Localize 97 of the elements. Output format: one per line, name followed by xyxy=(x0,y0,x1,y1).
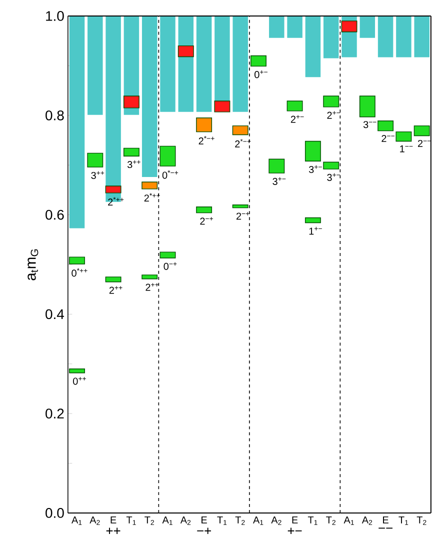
x-tick-label: T$_{2}$ xyxy=(144,516,154,525)
x-tick-label: E xyxy=(202,516,207,524)
annotation: 3$^{++}$ xyxy=(91,171,104,179)
annotation: 2$^{++}$ xyxy=(146,283,159,291)
bar xyxy=(178,45,194,58)
bar xyxy=(360,16,376,38)
annotation: 2$^{−+}$ xyxy=(236,212,250,220)
x-tick-label: E xyxy=(110,516,116,524)
bar xyxy=(123,148,140,156)
x-axis-title: −− xyxy=(378,528,392,529)
x-axis-title: +− xyxy=(288,528,302,534)
y-tick-label: 0.4 xyxy=(46,309,64,320)
bar xyxy=(304,217,321,224)
bar xyxy=(268,158,285,174)
x-tick-label: T$_{2}$ xyxy=(326,516,336,525)
bar xyxy=(232,204,248,208)
x-tick-label: A$_{1}$ xyxy=(72,516,82,525)
bar xyxy=(69,256,85,264)
bar xyxy=(142,274,158,280)
x-tick-label: E xyxy=(383,516,388,524)
annotation: 0$^{*++}$ xyxy=(72,268,88,277)
bar xyxy=(359,96,376,118)
bar xyxy=(142,182,158,190)
x-tick-label: T$_{2}$ xyxy=(235,516,245,525)
y-tick-label: 0.0 xyxy=(46,508,64,518)
x-axis-title: −+ xyxy=(197,528,211,534)
bar xyxy=(105,186,122,194)
bar xyxy=(87,152,104,168)
x-tick-label: T$_{1}$ xyxy=(398,516,408,525)
annotation: 0$^{*−+}$ xyxy=(162,170,178,179)
annotation: 2$^{++}$ xyxy=(109,286,122,294)
x-tick-label: T$_{2}$ xyxy=(416,516,426,525)
bar xyxy=(305,16,321,78)
bar xyxy=(160,252,176,258)
bar xyxy=(160,16,176,112)
annotation: 2$^{−+}$ xyxy=(200,216,214,225)
annotation: 0$^{−+}$ xyxy=(164,262,177,270)
bar xyxy=(287,16,302,38)
annotation: 3$^{−−}$ xyxy=(363,121,376,128)
y-tick-label: 0.2 xyxy=(46,408,64,419)
annotation: 3$^{+−}$ xyxy=(308,165,322,174)
y-tick-label: 1.0 xyxy=(46,11,64,21)
bar xyxy=(214,100,230,112)
bar xyxy=(232,16,248,112)
bar xyxy=(160,146,176,166)
bar xyxy=(396,16,412,58)
bar xyxy=(196,118,212,132)
x-tick-label: A$_{2}$ xyxy=(90,516,100,525)
annotation: 2$^{*−+}$ xyxy=(198,136,214,144)
annotation: 3$^{+−}$ xyxy=(272,177,286,185)
x-axis-title: ++ xyxy=(106,528,120,534)
bar xyxy=(378,120,394,132)
bar xyxy=(142,16,158,178)
annotation: 2$^{*++}$ xyxy=(144,193,160,202)
y-tick-label: 0.8 xyxy=(46,110,64,120)
annotation: 0$^{++}$ xyxy=(73,377,86,385)
x-tick-label: T$_{1}$ xyxy=(308,516,318,525)
bar xyxy=(286,100,303,112)
x-tick-label: A$_{1}$ xyxy=(162,516,172,525)
bar xyxy=(323,16,339,58)
bar xyxy=(323,96,340,108)
y-axis-title: a$_{t}$m$_{G}$ xyxy=(28,249,38,280)
bar xyxy=(123,96,140,108)
x-tick-label: A$_{2}$ xyxy=(180,516,191,525)
annotation: 1$^{−−}$ xyxy=(400,145,413,152)
x-tick-label: T$_{1}$ xyxy=(126,516,136,525)
annotation: 2$^{+−}$ xyxy=(290,115,304,123)
bar xyxy=(232,125,248,136)
bar xyxy=(269,16,284,38)
x-tick-label: A$_{1}$ xyxy=(344,516,354,525)
bar xyxy=(196,206,212,214)
annotation: 3$^{+−}$ xyxy=(327,173,340,181)
bar xyxy=(396,131,412,142)
annotation: 2$^{−−}$ xyxy=(382,134,395,142)
annotation: 3$^{++}$ xyxy=(127,160,140,168)
bar xyxy=(69,16,85,228)
bar xyxy=(323,162,340,170)
bar xyxy=(378,16,394,58)
x-tick-label: A$_{2}$ xyxy=(271,516,282,525)
bar xyxy=(105,276,122,282)
bar xyxy=(69,368,85,374)
annotation: 2$^{−−}$ xyxy=(418,140,431,147)
annotation: 0$^{+−}$ xyxy=(254,70,268,78)
x-tick-label: E xyxy=(292,516,298,524)
bar xyxy=(88,16,103,115)
annotation: 2$^{+−}$ xyxy=(327,111,340,119)
y-tick-label: 0.6 xyxy=(46,210,64,220)
bar xyxy=(414,16,430,58)
bar xyxy=(304,140,321,162)
x-tick-label: A$_{1}$ xyxy=(253,516,264,525)
bar xyxy=(414,125,430,136)
bar xyxy=(250,55,266,67)
annotation: 1$^{+−}$ xyxy=(309,226,322,235)
bar xyxy=(341,20,358,32)
bar xyxy=(196,16,212,112)
x-tick-label: T$_{1}$ xyxy=(217,516,227,525)
x-tick-label: A$_{2}$ xyxy=(362,516,372,525)
